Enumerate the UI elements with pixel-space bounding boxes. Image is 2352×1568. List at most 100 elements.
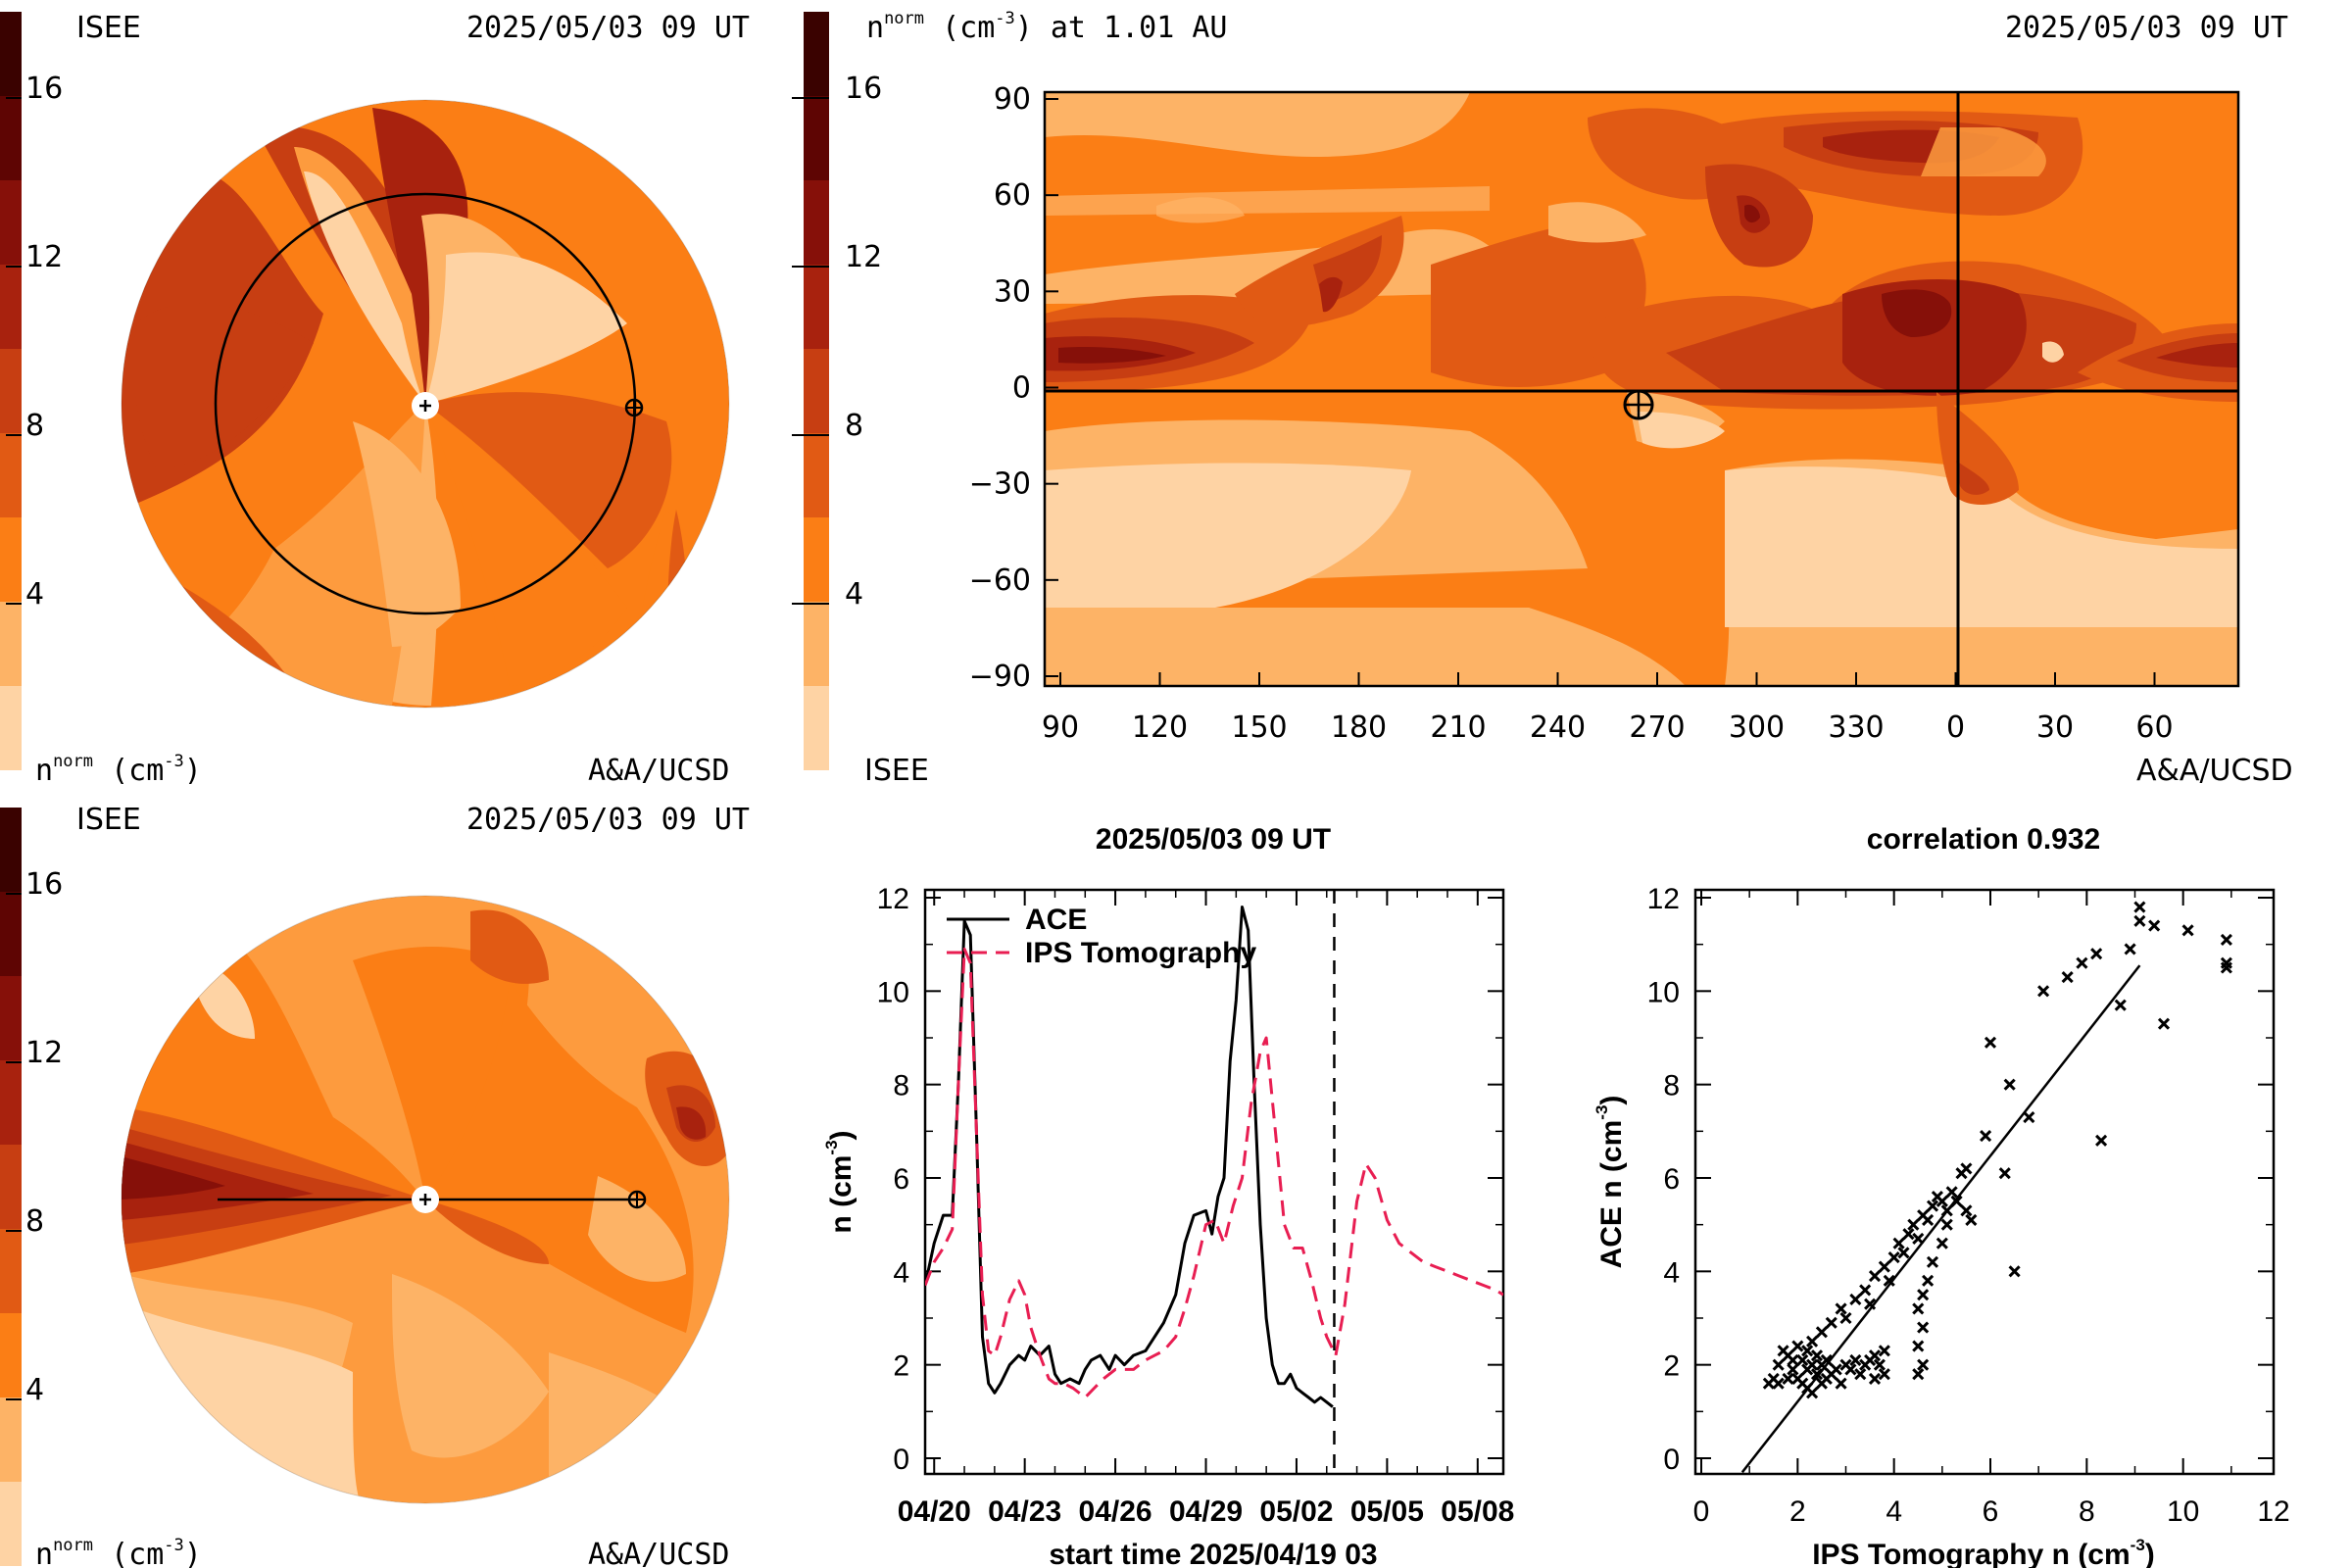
scatter-point-stroke [1806,1358,1819,1371]
scatter-point-stroke [2090,948,2103,960]
scatter-point-stroke [1810,1368,1824,1381]
scatter-point-stroke [1873,1358,1886,1371]
scatter-point [1922,1274,1935,1287]
scatter-point-stroke [1815,1326,1828,1339]
scatter-point-stroke [1912,1340,1925,1352]
scatter-point-stroke [1892,1237,1905,1250]
scatter-point-stroke [1907,1218,1920,1231]
scatter-point [1960,1204,1973,1217]
scatter-point [1940,1218,1953,1231]
scatter-y-tick-label: 8 [1663,1070,1680,1102]
scatter-point-stroke [1917,1289,1930,1301]
map-bottom-left-label: ISEE [864,754,929,788]
scatter-point [1801,1345,1814,1357]
scatter-axes: 0 2 4 6 8 10 12 0 2 4 6 8 10 12 [1647,883,2290,1528]
scatter-point-stroke [1965,1213,1978,1226]
regression-line [1740,964,2141,1474]
scatter-point-stroke [1912,1232,1925,1246]
map-x-tick-label: 300 [1729,710,1785,745]
map-y-tick-label: 30 [994,274,1031,309]
scatter-point [1965,1213,1978,1226]
scatter-point-stroke [2220,933,2232,946]
scatter-point-stroke [2181,924,2194,937]
map-y-tick-label: 90 [994,82,1031,117]
scatter-point [2061,970,2074,984]
scatter-points [1762,901,2232,1399]
scatter-point-stroke [1936,1237,1948,1250]
scatter-point [2148,919,2161,932]
scatter-point [2114,999,2127,1011]
timeseries-ylabel: n (cm-3) [822,1130,858,1233]
map-x-tick-label: 60 [2135,710,2173,745]
scatter-plot-frame [1693,888,2276,1476]
scatter-point-stroke [1868,1372,1882,1386]
scatter-point [2008,1265,2021,1278]
scatter-point-stroke [2095,1134,2108,1147]
scatter-point-stroke [1849,1293,1862,1305]
colorbar-tick-8: 8 [845,409,863,443]
scatter-point [2003,1078,2016,1091]
scatter-point [1849,1293,1862,1305]
scatter-point-stroke [2037,985,2050,998]
scatter-point [1950,1195,1963,1207]
scatter-point-stroke [1820,1353,1833,1366]
scatter-point [1984,1036,1997,1049]
colorbar-tick-16: 16 [845,72,882,106]
scatter-point [1912,1368,1925,1381]
scatter-point [1907,1218,1920,1231]
scatter-point [2095,1134,2108,1147]
scatter-xlabel: IPS Tomography n (cm-3) [1812,1536,2155,1568]
map-x-tick-label: 0 [1946,710,1965,745]
scatter-point-stroke [1806,1387,1819,1399]
scatter-x-tick-label: 0 [1693,1495,1710,1528]
timeseries-axes: 0 2 4 6 8 10 12 04/20 04/23 04/26 04/29 05/02 05/05 0… [877,883,1515,1528]
scatter-point [1897,1247,1910,1259]
scatter-point [1960,1162,1973,1175]
scatter-point-stroke [1859,1284,1872,1297]
scatter-point [1936,1195,1948,1207]
scatter-x-tick-label: 8 [2079,1495,2095,1528]
scatter-point [1912,1232,1925,1246]
scatter-point-stroke [1998,1167,2011,1180]
panel-latlon-map: 16 12 8 4 nnorm (cm-3) at 1.01 AU 2025/0… [792,9,2293,788]
scatter-ylabel: ACE n (cm-3) [1592,1096,1628,1269]
map-x-axis: 90 120 150 180 210 240 270 300 330 0 30 60 [1042,672,2174,745]
scatter-point-stroke [1772,1377,1785,1390]
timeseries-y-tick-label: 4 [893,1256,909,1289]
scatter-point-stroke [1854,1368,1867,1381]
scatter-point [1926,1255,1939,1268]
bottom-left-date: 2025/05/03 09 UT [466,803,750,837]
scatter-chart: correlation 0.932 0 2 4 6 8 10 12 0 2 4 6 8 10 12 IPS… [1592,823,2290,1568]
scatter-point-stroke [1782,1372,1794,1386]
map-y-tick-label: −60 [969,564,1031,598]
scatter-point [1912,1302,1925,1315]
scatter-point [1980,1130,1992,1143]
scatter-point-stroke [1787,1353,1799,1366]
scatter-point [1806,1335,1819,1348]
scatter-point-stroke [1878,1368,1890,1381]
panel-polar-top: 16 12 8 4 ISEE 2025/05/03 09 UT [0,11,750,788]
map-x-tick-label: 90 [1042,710,1079,745]
scatter-point-stroke [1902,1228,1915,1241]
map-y-tick-label: 60 [994,178,1031,213]
scatter-point-stroke [2124,943,2136,956]
timeseries-y-tick-label: 0 [893,1444,909,1476]
scatter-point-stroke [1945,1186,1958,1199]
scatter-point-stroke [1926,1200,1939,1212]
scatter-point-stroke [1868,1349,1882,1362]
scatter-point [1917,1321,1930,1334]
scatter-point [1864,1298,1877,1310]
legend-label-ace: ACE [1025,904,1087,936]
series-line-ace [925,906,1334,1408]
colorbar-tick-4: 4 [25,1373,44,1407]
scatter-point [1849,1353,1862,1366]
top-left-label: ISEE [76,11,141,45]
scatter-y-tick-label: 10 [1647,976,1680,1008]
scatter-point-stroke [1883,1274,1895,1287]
map-x-tick-label: 270 [1629,710,1685,745]
scatter-point [1820,1353,1833,1366]
scatter-point-stroke [1868,1270,1882,1283]
scatter-point-stroke [1980,1130,1992,1143]
scatter-x-tick-label: 6 [1983,1495,1999,1528]
scatter-x-tick-label: 4 [1886,1495,1902,1528]
